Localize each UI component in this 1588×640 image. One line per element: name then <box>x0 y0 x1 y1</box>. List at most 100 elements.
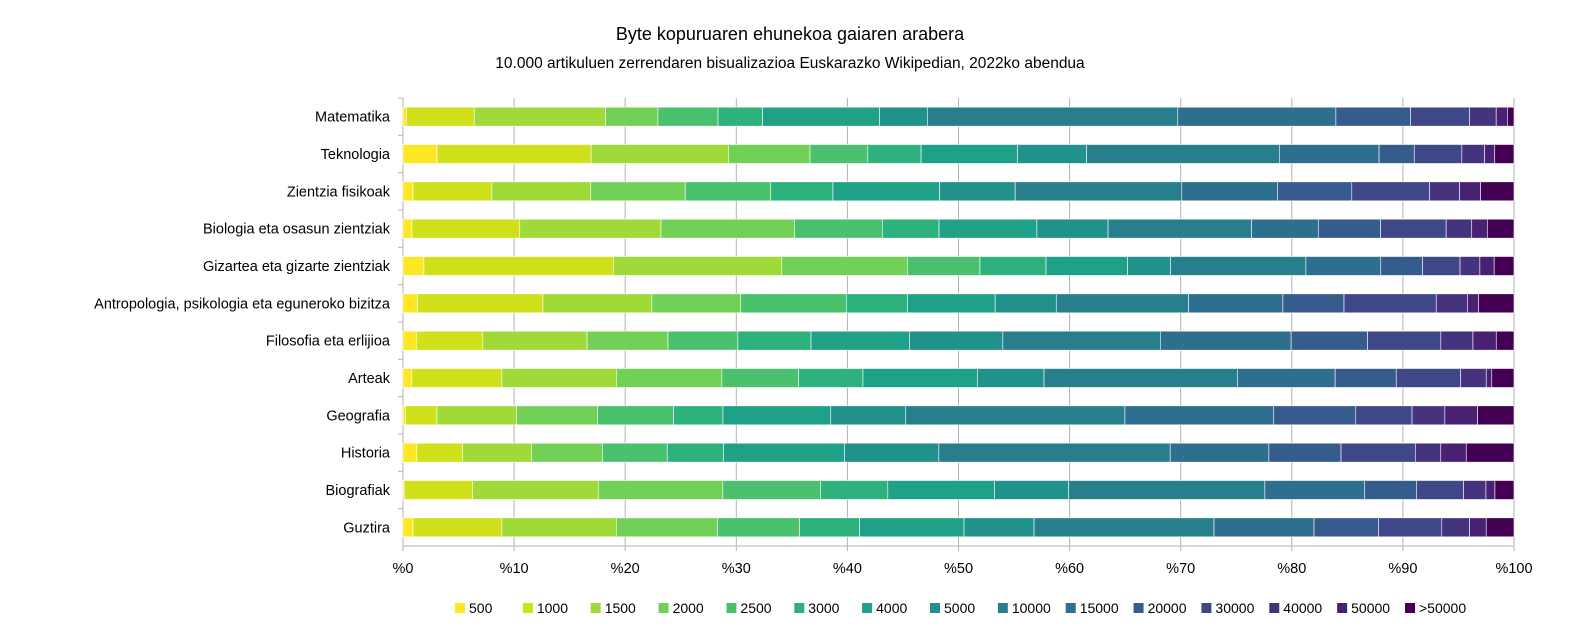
bar-segment <box>781 256 908 276</box>
bar-segment <box>1460 368 1487 388</box>
bar-segment <box>1290 330 1368 351</box>
bar-segment <box>1495 330 1515 351</box>
category-label: Gizartea eta gizarte zientziak <box>203 259 391 275</box>
plot-area: %0 %10 %20 %30 %40 %50 %60 %70 %80 %90 %100 Matemat… <box>94 97 1533 577</box>
bar-segment <box>770 181 834 202</box>
legend-label: >50000 <box>1419 600 1466 616</box>
bar-segment <box>616 368 723 388</box>
bar-segment <box>1380 218 1447 239</box>
bar-segment <box>728 144 811 164</box>
bar-segment <box>762 106 880 127</box>
legend-label: 2000 <box>673 600 704 616</box>
bar-segment <box>402 256 425 276</box>
bar-segment <box>1495 106 1508 127</box>
bar-segment <box>1485 517 1515 538</box>
bar-segment <box>1494 144 1515 164</box>
bar-segment <box>1485 368 1493 388</box>
category-label: Biologia eta osasun zientziak <box>203 222 391 238</box>
legend-swatch <box>1201 603 1212 613</box>
bar-segment <box>1264 480 1366 500</box>
bar-segment <box>516 405 598 426</box>
bar-segment <box>402 293 418 314</box>
bar-segment <box>1410 106 1470 127</box>
category-label: Biografiak <box>326 483 391 499</box>
bar-segment <box>667 330 739 351</box>
bar-segment <box>887 480 995 500</box>
bar-segment <box>1416 480 1464 500</box>
bar-segment <box>1429 181 1460 202</box>
bar-segment <box>1305 256 1382 276</box>
bar-segment <box>977 368 1045 388</box>
bar-segment <box>590 144 729 164</box>
bar-segment <box>882 218 940 239</box>
legend-swatch <box>590 603 601 613</box>
bar-segment <box>717 517 800 538</box>
bar-segment <box>1177 106 1337 127</box>
bar-segment <box>740 293 847 314</box>
legend-label: 30000 <box>1215 600 1254 616</box>
bar-segment <box>1459 256 1481 276</box>
legend-label: 20000 <box>1148 600 1187 616</box>
bar-segment <box>1036 218 1109 239</box>
bar-segment <box>531 442 603 463</box>
bar-segment <box>586 330 669 351</box>
bar-segment <box>1237 368 1336 388</box>
bar-segment <box>402 106 407 127</box>
bar-segment <box>472 480 599 500</box>
bar-segment <box>417 293 544 314</box>
bar-segment <box>723 442 845 463</box>
bar-segment <box>1351 181 1430 202</box>
bar-segment <box>1124 405 1275 426</box>
legend-label: 1500 <box>605 600 636 616</box>
bar-segment <box>1415 442 1442 463</box>
category-label: Geografia <box>326 408 391 424</box>
bar-segment <box>1463 480 1487 500</box>
category-label: Teknologia <box>321 147 391 163</box>
bar-segment <box>1413 144 1463 164</box>
bar-segment <box>473 106 606 127</box>
bar-segment <box>402 405 406 426</box>
bar-segment <box>1487 218 1515 239</box>
bar-segment <box>1033 517 1215 538</box>
bar-segment <box>1002 330 1161 351</box>
bar-segment <box>907 293 996 314</box>
bar-segment <box>605 106 659 127</box>
bar-segment <box>845 293 908 314</box>
legend-swatch <box>1065 603 1076 613</box>
bar-segment <box>684 181 772 202</box>
bar-segment <box>1441 517 1470 538</box>
bar-segment <box>1469 517 1487 538</box>
bar-segment <box>1471 218 1488 239</box>
legend-swatch <box>1269 603 1280 613</box>
bar-segment <box>1422 256 1461 276</box>
bar-segment <box>412 517 503 538</box>
legend-label: 3000 <box>808 600 839 616</box>
bar-segment <box>1055 293 1189 314</box>
bar-segment <box>1335 106 1411 127</box>
legend-swatch <box>1133 603 1144 613</box>
category-label: Antropologia, psikologia eta eguneroko b… <box>94 296 391 312</box>
x-tick-label: %10 <box>500 561 529 577</box>
bar-segment <box>423 256 614 276</box>
legend-label: 2500 <box>740 600 771 616</box>
bar-segment <box>737 330 812 351</box>
bar-segment <box>905 405 1126 426</box>
bar-segment <box>436 405 517 426</box>
bar-segment <box>402 368 413 388</box>
bar-segment <box>402 144 438 164</box>
bar-segment <box>1317 218 1381 239</box>
bar-segment <box>402 517 414 538</box>
bar-segment <box>862 368 978 388</box>
legend-swatch <box>862 603 873 613</box>
bar-segment <box>1435 293 1468 314</box>
chart-subtitle: 10.000 artikuluen zerrendaren bisualizaz… <box>495 55 1085 72</box>
bar-segment <box>938 218 1038 239</box>
bar-segment <box>1086 144 1280 164</box>
bar-segment <box>1479 256 1495 276</box>
bar-segment <box>657 106 719 127</box>
bar-segment <box>660 218 795 239</box>
legend-label: 1000 <box>537 600 568 616</box>
bar-segment <box>616 517 718 538</box>
bar-segment <box>1491 368 1515 388</box>
